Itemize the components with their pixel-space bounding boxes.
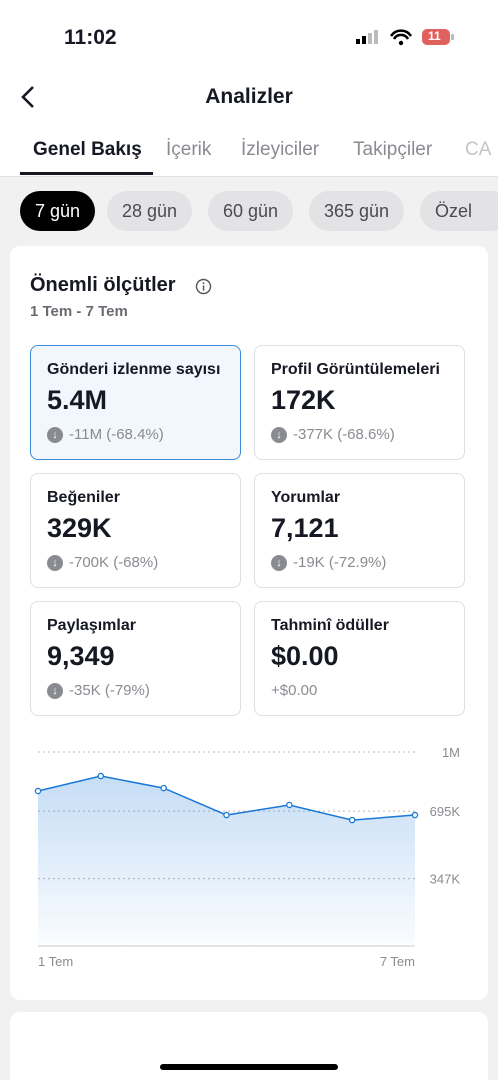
point [411, 811, 419, 819]
point [97, 772, 105, 780]
y-tick-label: 347K [430, 872, 461, 887]
metric-value: 9,349 [47, 641, 115, 671]
metric-value: 329K [47, 513, 112, 543]
metric-card[interactable]: Paylaşımlar 9,349 ↓ -35K (-79%) [30, 601, 241, 716]
period-pill[interactable]: 28 gün [107, 191, 193, 231]
metric-card[interactable]: Yorumlar 7,121 ↓ -19K (-72.9%) [254, 473, 465, 588]
down-icon: ↓ [271, 554, 287, 571]
change-text: -700K (-68%) [69, 554, 159, 571]
point [348, 816, 356, 824]
clock: 11:02 [64, 26, 117, 49]
y-tick-label: 1M [442, 745, 460, 760]
point [286, 801, 293, 809]
metric-value: $0.00 [271, 641, 339, 671]
point [223, 811, 230, 819]
chart: 1M 695K 347K 1 Tem 7 Tem [34, 745, 461, 969]
status-icons [356, 29, 454, 46]
metric-change: ↓ -19K (-72.9%) [271, 554, 448, 571]
metric-card[interactable]: Profil Görüntülemeleri 172K ↓ -377K (-68.6%… [254, 345, 465, 460]
metric-change: ↓ -377K (-68.6%) [271, 426, 448, 443]
period-pill[interactable]: 60 gün [208, 191, 294, 231]
down-icon: ↓ [47, 426, 63, 443]
metric-card[interactable]: Beğeniler 329K ↓ -700K (-68%) [30, 473, 241, 588]
period-pill[interactable]: Özel [420, 191, 498, 231]
tab-indicator [20, 172, 153, 175]
metric-card[interactable]: Tahminî ödüller $0.00 +$0.00 [254, 601, 465, 716]
metric-change: ↓ -35K (-79%) [47, 682, 224, 699]
section-title: Önemli ölçütler [30, 274, 176, 296]
down-icon: ↓ [47, 682, 63, 699]
metric-change: +$0.00 [271, 682, 448, 699]
x-tick-label: 1 Tem [38, 954, 73, 969]
change-text: -377K (-68.6%) [293, 426, 395, 443]
header-area [0, 0, 498, 177]
change-text: -35K (-79%) [69, 682, 150, 699]
change-text: +$0.00 [271, 682, 318, 699]
point [160, 784, 167, 792]
battery-level: 11 [428, 29, 441, 43]
metric-change: ↓ -700K (-68%) [47, 554, 224, 571]
metric-label: Beğeniler [47, 489, 120, 506]
metric-label: Tahminî ödüller [271, 617, 389, 634]
metric-value: 172K [271, 385, 336, 415]
x-tick-label: 7 Tem [380, 954, 415, 969]
metric-change: ↓ -11M (-68.4%) [47, 426, 224, 443]
date-range: 1 Tem - 7 Tem [30, 303, 128, 320]
tab[interactable]: İçerik [166, 139, 212, 160]
down-icon: ↓ [47, 554, 63, 571]
period-pill[interactable]: 365 gün [309, 191, 405, 231]
home-indicator [160, 1064, 338, 1070]
page-title: Analizler [205, 85, 293, 108]
metric-card[interactable]: Gönderi izlenme sayısı 5.4M ↓ -11M (-68.4%) [30, 345, 241, 460]
back-button[interactable] [18, 84, 38, 110]
y-tick-label: 695K [430, 804, 461, 819]
metric-label: Yorumlar [271, 489, 341, 506]
tab[interactable]: Genel Bakış [33, 139, 142, 160]
tab[interactable]: Takipçiler [353, 139, 433, 160]
area [38, 776, 415, 946]
period-pill[interactable]: 7 gün [20, 191, 96, 231]
info-icon[interactable] [195, 278, 213, 296]
metric-label: Paylaşımlar [47, 617, 136, 634]
tab[interactable]: CA [465, 139, 492, 160]
metric-label: Gönderi izlenme sayısı [47, 361, 221, 378]
change-text: -11M (-68.4%) [69, 426, 164, 443]
metric-label: Profil Görüntülemeleri [271, 361, 440, 378]
metric-value: 5.4M [47, 385, 108, 415]
down-icon: ↓ [271, 426, 287, 443]
metric-value: 7,121 [271, 513, 339, 543]
change-text: -19K (-72.9%) [293, 554, 387, 571]
point [34, 787, 42, 795]
tab[interactable]: İzleyiciler [241, 139, 320, 160]
